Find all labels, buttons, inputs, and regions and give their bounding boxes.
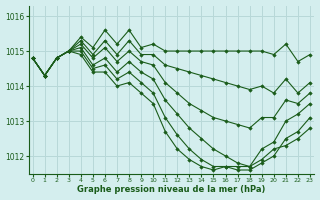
X-axis label: Graphe pression niveau de la mer (hPa): Graphe pression niveau de la mer (hPa)	[77, 185, 266, 194]
